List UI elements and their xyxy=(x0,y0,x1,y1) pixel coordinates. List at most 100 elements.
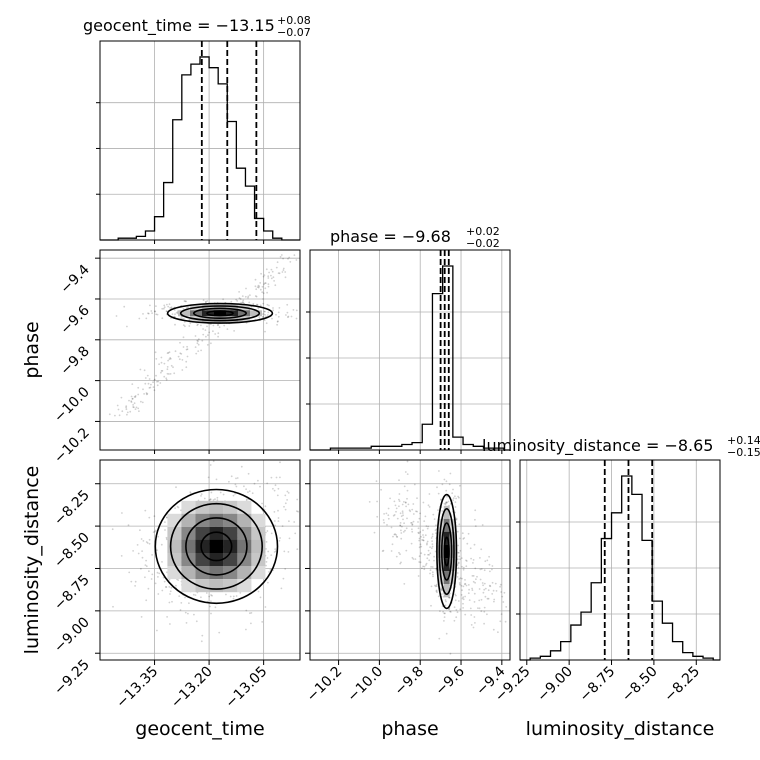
y-tick-label: −8.75 xyxy=(51,572,93,614)
sample-point xyxy=(279,476,281,479)
sample-point xyxy=(262,316,264,319)
contour-line xyxy=(179,305,261,322)
sample-point xyxy=(171,313,174,315)
sample-point xyxy=(470,557,472,560)
sample-point xyxy=(472,580,475,583)
sample-point xyxy=(228,480,230,483)
sample-point xyxy=(160,370,163,372)
sample-point xyxy=(176,505,179,508)
sample-point xyxy=(411,522,413,524)
sample-point xyxy=(183,300,186,302)
sample-point xyxy=(203,497,206,500)
sample-point xyxy=(148,570,150,573)
sample-point xyxy=(484,595,487,598)
sample-point xyxy=(262,292,265,295)
sample-point xyxy=(274,284,277,287)
sample-point xyxy=(144,382,147,385)
sample-point xyxy=(150,310,153,312)
sample-point xyxy=(505,606,508,608)
x-axis-label-luminosity-distance: luminosity_distance xyxy=(526,718,715,740)
sample-point xyxy=(419,531,422,533)
sample-point xyxy=(455,497,457,500)
sample-point xyxy=(458,523,461,526)
sample-point xyxy=(132,406,135,408)
sample-point xyxy=(492,628,495,631)
sample-point xyxy=(418,546,421,549)
sample-point xyxy=(455,517,458,520)
sample-point xyxy=(117,408,120,411)
sample-point xyxy=(457,544,459,547)
sample-point xyxy=(288,520,290,523)
density-cell xyxy=(181,566,196,580)
sample-point xyxy=(296,510,298,512)
sample-point xyxy=(170,364,173,367)
sample-point xyxy=(173,315,176,318)
y-ticks xyxy=(516,521,520,615)
sample-point xyxy=(438,470,440,472)
sample-point xyxy=(245,609,248,612)
sample-point xyxy=(458,496,460,499)
sample-point xyxy=(427,553,429,556)
sample-point xyxy=(436,591,438,594)
sample-point xyxy=(138,317,141,320)
density-cell xyxy=(214,310,226,317)
sample-point xyxy=(200,349,203,352)
sample-point xyxy=(459,583,461,586)
sample-point xyxy=(463,537,466,539)
density-cell xyxy=(195,579,210,593)
sample-point xyxy=(401,525,403,528)
sample-point xyxy=(413,483,416,486)
sample-point xyxy=(435,583,438,586)
x-tick-label: −13.20 xyxy=(168,664,216,712)
sample-point xyxy=(281,525,284,527)
sample-point xyxy=(434,584,436,587)
sample-point xyxy=(163,580,166,583)
sample-point xyxy=(255,295,258,298)
sample-point xyxy=(474,509,477,512)
quantile-lines xyxy=(439,250,450,450)
sample-point xyxy=(439,610,441,612)
sample-point xyxy=(454,495,456,498)
density-cell xyxy=(214,304,226,311)
sample-point xyxy=(375,480,378,483)
panel-frame xyxy=(309,249,511,451)
sample-point xyxy=(431,566,434,568)
sample-point xyxy=(197,350,200,352)
sample-point xyxy=(152,386,155,388)
sample-point xyxy=(479,578,482,581)
sample-point xyxy=(174,323,176,326)
density-cell xyxy=(237,566,252,580)
sample-point xyxy=(275,266,278,269)
sample-point xyxy=(209,498,212,501)
sample-point xyxy=(156,629,158,632)
sample-point xyxy=(454,501,457,503)
sample-point xyxy=(451,492,454,495)
density-cell xyxy=(237,513,252,527)
sample-point xyxy=(148,516,151,519)
sample-point xyxy=(381,550,384,552)
sample-point xyxy=(267,275,270,278)
density-cells xyxy=(167,500,266,593)
sample-point xyxy=(284,494,287,497)
sample-point xyxy=(154,310,157,313)
sample-point xyxy=(443,478,446,481)
sample-point xyxy=(282,269,285,271)
sample-point xyxy=(241,295,244,297)
density-cells xyxy=(178,304,262,323)
title-luminosity-distance-minus: −0.15 xyxy=(727,446,760,459)
sample-point xyxy=(146,542,149,544)
contour-line xyxy=(436,493,458,610)
sample-point xyxy=(277,272,280,274)
sample-point xyxy=(156,549,158,552)
sample-point xyxy=(175,486,177,489)
panel-frame xyxy=(99,459,301,661)
sample-point xyxy=(437,492,440,495)
sample-point xyxy=(200,640,203,643)
sample-point xyxy=(155,305,157,307)
sample-point xyxy=(205,335,207,338)
sample-point xyxy=(448,608,450,611)
sample-point xyxy=(185,622,188,624)
sample-point xyxy=(269,568,272,571)
x-tick-label: −13.35 xyxy=(113,664,161,712)
sample-point xyxy=(491,581,494,584)
